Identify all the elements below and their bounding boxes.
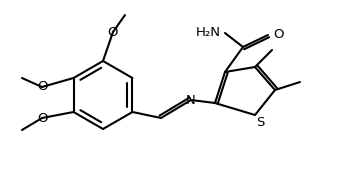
Text: S: S [256,116,264,129]
Text: O: O [37,80,47,93]
Text: O: O [273,29,284,42]
Text: N: N [186,93,196,106]
Text: O: O [37,112,47,125]
Text: H₂N: H₂N [196,26,221,39]
Text: O: O [108,26,118,39]
